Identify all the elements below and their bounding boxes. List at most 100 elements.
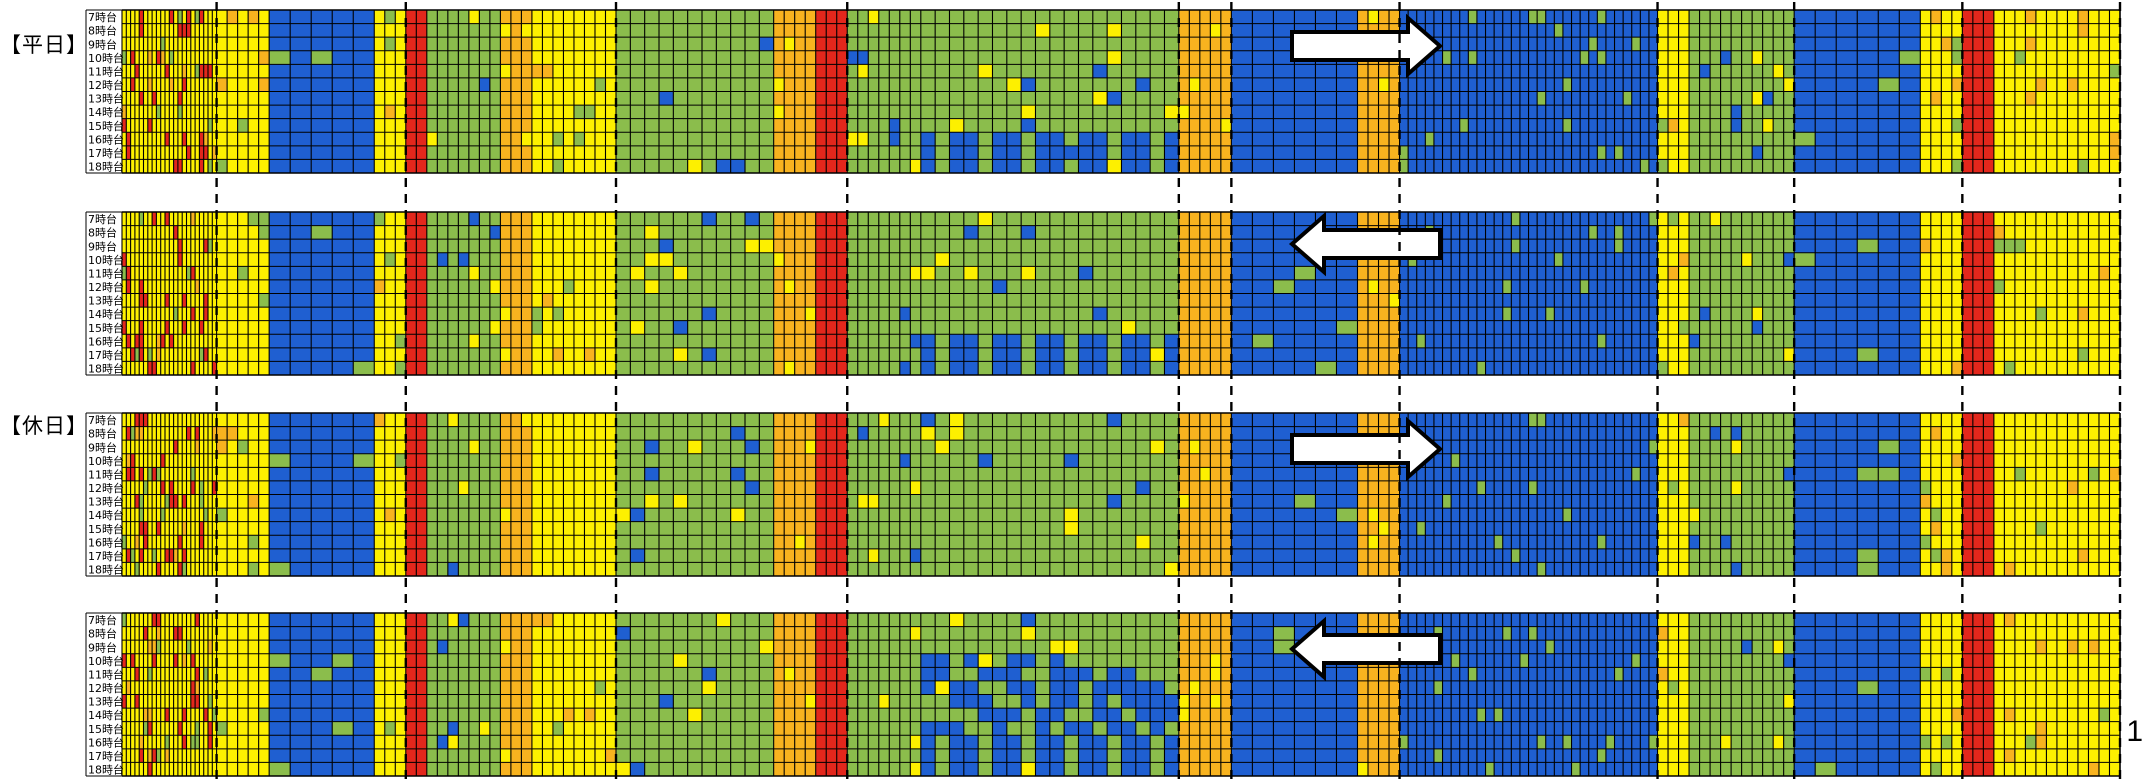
heatmap-cell: [1741, 118, 1753, 133]
heatmap-cell: [673, 225, 688, 240]
heatmap-cell: [745, 361, 760, 376]
heatmap-cell: [1468, 64, 1478, 79]
heatmap-cell: [258, 77, 270, 92]
heatmap-cell: [1951, 37, 1963, 52]
heatmap-cell: [552, 212, 564, 226]
heatmap-cell: [1210, 239, 1222, 254]
heatmap-cell: [190, 105, 196, 119]
heatmap-cell: [1962, 91, 1974, 106]
heatmap-cell: [1378, 307, 1390, 321]
heatmap-cell: [630, 132, 645, 147]
heatmap-cell: [1468, 105, 1478, 119]
heatmap-cell: [177, 361, 183, 376]
heatmap-cell: [899, 23, 911, 38]
heatmap-cell: [1857, 212, 1879, 226]
heatmap-cell: [332, 118, 354, 133]
heatmap-cell: [521, 293, 533, 308]
heatmap-cell: [437, 266, 449, 281]
heatmap-cell: [847, 77, 859, 92]
heatmap-cell: [416, 37, 428, 52]
heatmap-cell: [1519, 91, 1529, 106]
heatmap-cell: [899, 132, 911, 147]
heatmap-cell: [1710, 212, 1721, 226]
heatmap-cell: [199, 440, 204, 455]
heatmap-cell: [139, 467, 144, 482]
heatmap-cell: [147, 145, 153, 160]
heatmap-cell: [1035, 23, 1051, 38]
heatmap-cell: [1150, 37, 1165, 52]
heatmap-cell: [1562, 361, 1572, 376]
heatmap-cell: [1494, 212, 1504, 226]
heatmap-cell: [1408, 212, 1418, 226]
heatmap-cell: [173, 535, 179, 550]
heatmap-cell: [2004, 23, 2016, 38]
heatmap-cell: [584, 10, 596, 24]
heatmap-cell: [1554, 212, 1564, 226]
heatmap-cell: [1210, 252, 1222, 267]
heatmap-cell: [1640, 10, 1650, 24]
heatmap-cell: [949, 293, 965, 308]
heatmap-cell: [426, 77, 438, 92]
heatmap-cell: [290, 105, 312, 119]
heatmap-cell: [1164, 212, 1180, 226]
heatmap-cell: [134, 145, 140, 160]
heatmap-cell: [2046, 91, 2058, 106]
heatmap-cell: [479, 307, 491, 321]
heatmap-cell: [269, 159, 291, 174]
heatmap-cell: [659, 293, 674, 308]
heatmap-cell: [1451, 91, 1461, 106]
heatmap-cell: [130, 212, 136, 226]
heatmap-cell: [1773, 64, 1784, 79]
heatmap-cell: [963, 64, 979, 79]
heatmap-cell: [1689, 307, 1700, 321]
heatmap-cell: [1451, 225, 1461, 240]
heatmap-cell: [479, 91, 491, 106]
heatmap-cell: [659, 266, 674, 281]
heatmap-cell: [1273, 225, 1295, 240]
heatmap-cell: [1092, 266, 1108, 281]
heatmap-cell: [1519, 118, 1529, 133]
heatmap-cell: [1078, 77, 1094, 92]
heatmap-cell: [868, 118, 880, 133]
heatmap-cell: [878, 10, 890, 24]
heatmap-cell: [878, 37, 890, 52]
heatmap-cell: [1451, 252, 1461, 267]
heatmap-cell: [122, 426, 127, 441]
heatmap-cell: [1762, 77, 1774, 92]
heatmap-cell: [1699, 279, 1711, 294]
heatmap-cell: [1199, 225, 1211, 240]
heatmap-cell: [458, 10, 470, 24]
heatmap-cell: [1021, 77, 1036, 92]
heatmap-cell: [730, 252, 746, 267]
heatmap-cell: [1668, 77, 1679, 92]
heatmap-cell: [1078, 347, 1094, 362]
heatmap-cell: [826, 23, 838, 38]
heatmap-cell: [248, 225, 259, 240]
heatmap-cell: [1189, 105, 1201, 119]
heatmap-cell: [208, 307, 213, 321]
heatmap-cell: [1135, 77, 1151, 92]
heatmap-cell: [1720, 132, 1732, 147]
heatmap-cell: [1580, 266, 1590, 281]
heatmap-cell: [1049, 347, 1065, 362]
heatmap-cell: [1164, 145, 1180, 160]
heatmap-cell: [1150, 307, 1165, 321]
heatmap-cell: [730, 320, 746, 335]
heatmap-cell: [2035, 239, 2047, 254]
heatmap-cell: [1597, 320, 1607, 335]
heatmap-cell: [1451, 361, 1461, 376]
heatmap-cell: [1199, 159, 1211, 174]
heatmap-cell: [1562, 118, 1572, 133]
heatmap-cell: [437, 118, 449, 133]
heatmap-cell: [1049, 77, 1065, 92]
heatmap-cell: [437, 212, 449, 226]
heatmap-cell: [1815, 252, 1837, 267]
heatmap-cell: [630, 50, 645, 65]
heatmap-cell: [1878, 145, 1900, 160]
heatmap-cell: [730, 145, 746, 160]
heatmap-cell: [978, 293, 993, 308]
heatmap-cell: [447, 77, 459, 92]
heatmap-cell: [2109, 347, 2121, 362]
heatmap-cell: [468, 105, 480, 119]
heatmap-cell: [605, 225, 617, 240]
